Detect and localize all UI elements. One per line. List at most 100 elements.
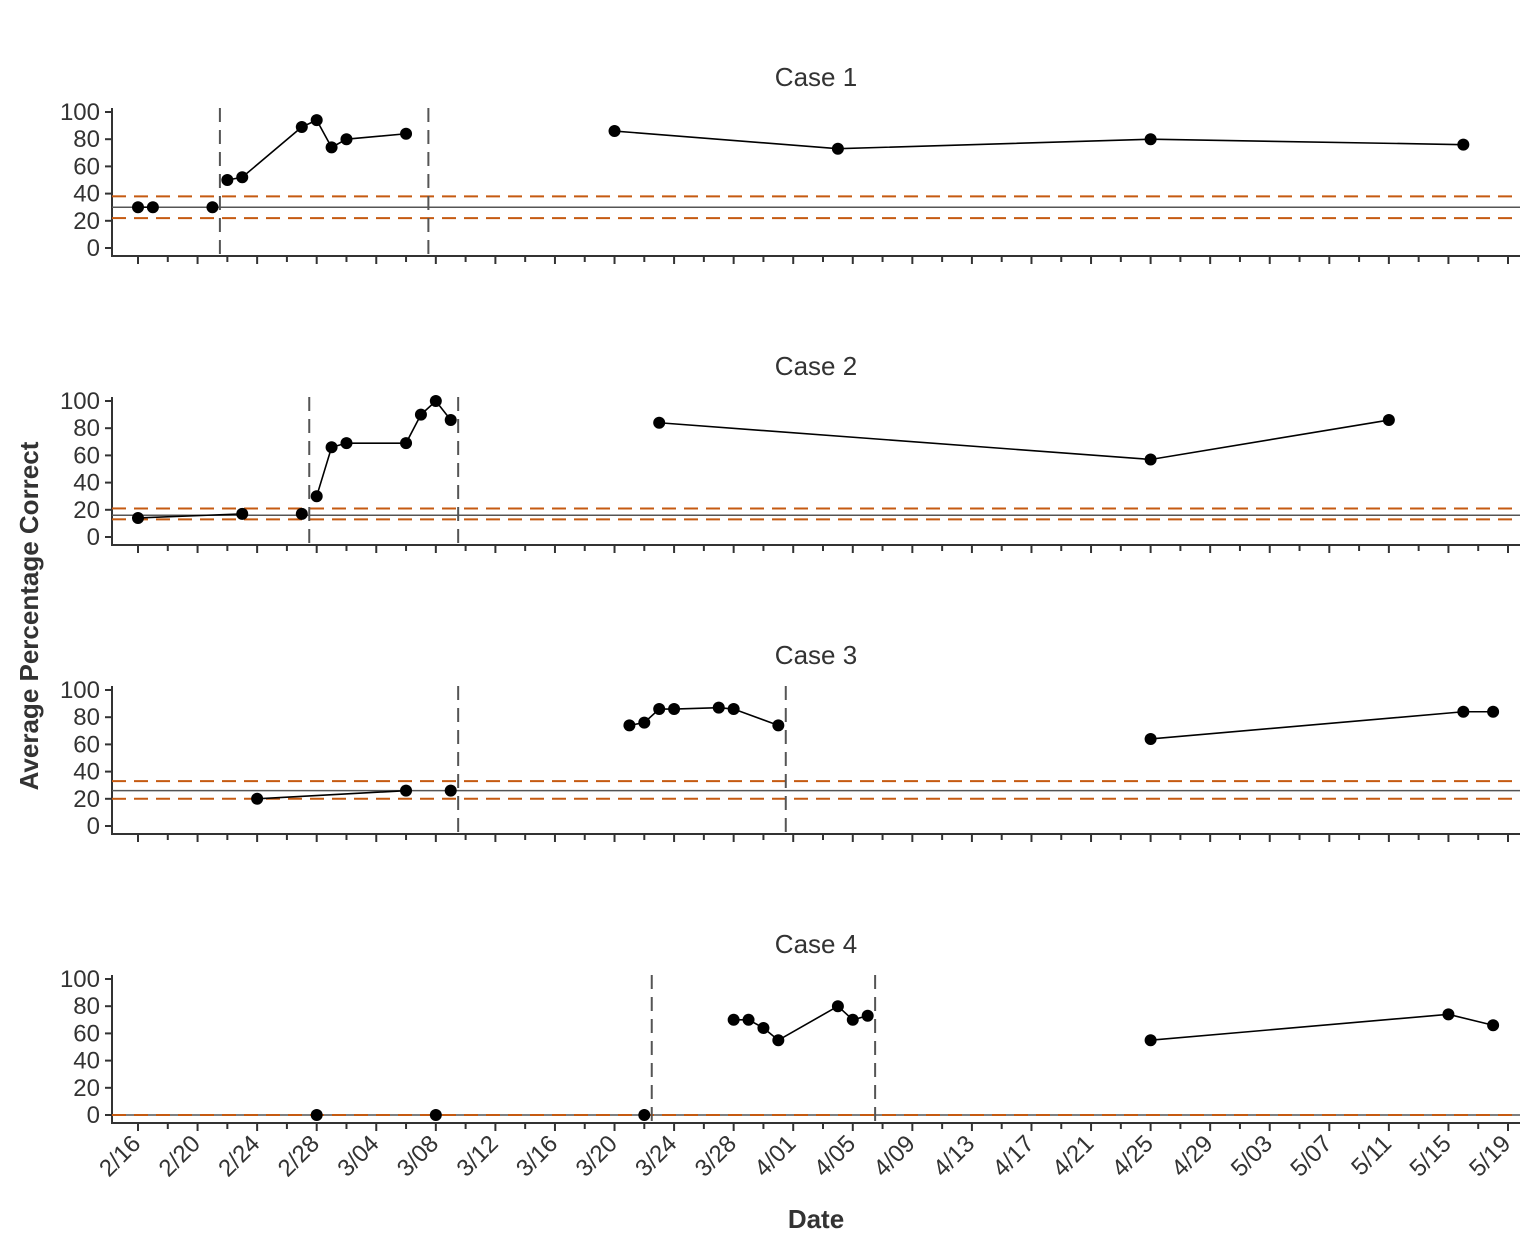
data-point (340, 437, 353, 450)
data-point (221, 174, 234, 186)
data-point (414, 408, 427, 421)
panel-title: Case 2 (775, 351, 857, 381)
data-point (1144, 1034, 1157, 1047)
x-tick-label: 5/03 (1226, 1130, 1278, 1182)
data-point (1144, 732, 1157, 745)
y-tick-label: 100 (60, 388, 100, 415)
series-line (629, 706, 779, 727)
data-point (772, 719, 785, 732)
data-point (1457, 138, 1470, 151)
x-tick-label: 4/09 (868, 1130, 920, 1182)
data-point (861, 1009, 874, 1022)
y-axis-title: Average Percentage Correct (14, 441, 44, 790)
y-tick-label: 80 (73, 126, 100, 153)
panel-title: Case 1 (775, 62, 857, 92)
data-point (444, 784, 457, 797)
y-tick-label: 20 (73, 1075, 100, 1102)
x-tick-label: 3/28 (690, 1130, 742, 1182)
data-point (846, 1013, 859, 1026)
data-point (295, 120, 308, 133)
data-point (146, 201, 159, 214)
data-point (400, 784, 413, 797)
y-tick-label: 20 (73, 497, 100, 524)
data-point (638, 716, 651, 729)
data-point (429, 395, 442, 407)
x-tick-label: 5/11 (1346, 1130, 1397, 1181)
y-tick-label: 40 (73, 181, 100, 208)
data-point (236, 171, 249, 184)
series-line (614, 130, 1464, 150)
y-tick-label: 40 (73, 470, 100, 497)
x-tick-label: 3/20 (571, 1130, 623, 1182)
y-tick-label: 60 (73, 442, 100, 469)
data-point (236, 507, 249, 520)
data-point (1144, 453, 1157, 466)
data-point (325, 141, 338, 154)
x-tick-label: 4/13 (928, 1130, 980, 1182)
data-point (712, 701, 725, 714)
x-axis-title: Date (788, 1204, 844, 1234)
data-point (340, 133, 353, 146)
x-tick-label: 3/12 (452, 1130, 504, 1182)
y-tick-label: 0 (87, 813, 100, 840)
data-point (757, 1021, 770, 1034)
data-point (1144, 133, 1157, 146)
data-point (668, 703, 681, 716)
x-axis-tick-labels: 2/16 2/20 2/24 2/28 3/04 3/08 3/12 3/16 3/20 3/24… (94, 1130, 1516, 1182)
data-point (310, 490, 323, 503)
series-line (227, 119, 407, 181)
data-point (295, 507, 308, 520)
y-tick-label: 100 (60, 99, 100, 126)
x-tick-label: 3/04 (332, 1130, 384, 1182)
x-tick-label: 3/08 (392, 1130, 444, 1182)
x-tick-label: 4/05 (809, 1130, 861, 1182)
y-tick-label: 80 (73, 415, 100, 442)
data-point (1442, 1008, 1455, 1021)
x-tick-label: 3/24 (630, 1130, 682, 1182)
data-point (653, 416, 666, 429)
y-tick-label: 40 (73, 1048, 100, 1075)
data-point (1382, 414, 1395, 427)
data-point (742, 1013, 755, 1026)
y-tick-label: 20 (73, 786, 100, 813)
data-point (831, 1000, 844, 1013)
x-tick-label: 2/16 (94, 1130, 146, 1182)
x-tick-label: 3/16 (511, 1130, 563, 1182)
data-point (310, 1109, 323, 1121)
data-point (772, 1034, 785, 1047)
data-point (251, 792, 264, 805)
y-tick-label: 100 (60, 966, 100, 993)
y-tick-label: 40 (73, 759, 100, 786)
data-point (1457, 705, 1470, 718)
panel-title: Case 4 (775, 929, 857, 959)
panel-title: Case 3 (775, 640, 857, 670)
data-point (206, 201, 219, 214)
y-tick-label: 60 (73, 1020, 100, 1047)
x-tick-label: 4/21 (1047, 1130, 1099, 1182)
y-tick-label: 0 (87, 1102, 100, 1129)
series-line (659, 419, 1390, 461)
data-point (623, 719, 636, 732)
series-line (137, 513, 243, 519)
data-point (400, 127, 413, 140)
y-tick-label: 20 (73, 208, 100, 235)
x-tick-label: 2/24 (213, 1130, 265, 1182)
x-tick-label: 4/01 (749, 1130, 801, 1182)
data-point (727, 703, 740, 716)
x-tick-label: 2/20 (154, 1130, 206, 1182)
data-point (1487, 705, 1500, 718)
x-tick-label: 5/19 (1464, 1130, 1516, 1182)
data-point (1487, 1019, 1500, 1032)
data-point (653, 703, 666, 716)
series-line (733, 1005, 868, 1042)
x-tick-label: 4/25 (1107, 1130, 1159, 1182)
x-tick-label: 5/07 (1285, 1130, 1337, 1182)
data-point (325, 441, 338, 454)
y-tick-label: 80 (73, 993, 100, 1020)
x-tick-label: 4/29 (1166, 1130, 1218, 1182)
